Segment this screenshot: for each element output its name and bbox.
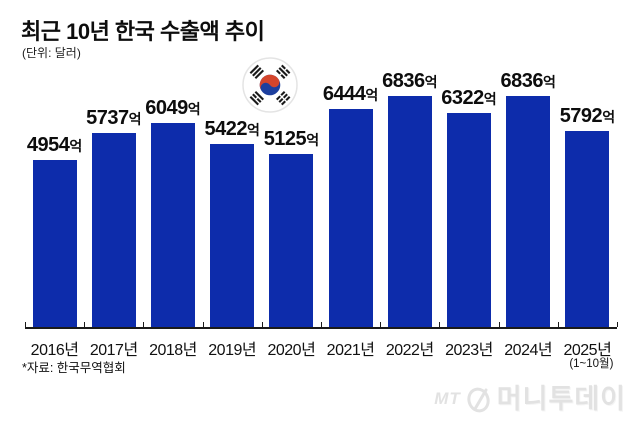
korea-flag-icon <box>242 57 298 113</box>
bar-value-label: 5792억 <box>559 105 616 127</box>
bar-value-label: 6322억 <box>441 87 497 109</box>
bar <box>32 160 77 327</box>
axis-tick <box>321 322 322 327</box>
moneytoday-logo-name: 머니투데이 <box>496 383 626 414</box>
source-note: *자료: 한국무역협회 <box>22 361 126 375</box>
bar-column: 6322억 <box>439 0 498 327</box>
bar-value-label: 4954억 <box>26 134 83 156</box>
bar-value-label: 5422억 <box>204 118 260 140</box>
axis-tick <box>203 322 204 327</box>
bar <box>210 144 255 327</box>
bar-column: 5792억 <box>558 0 617 327</box>
moneytoday-logo-mt: MT <box>434 389 461 408</box>
bar-column: 5125억 <box>262 0 321 327</box>
bar <box>387 96 432 327</box>
axis-tick <box>143 322 144 327</box>
bar-value-label: 5737억 <box>86 107 142 129</box>
bar <box>565 131 610 327</box>
bar <box>446 113 491 327</box>
bar-column: 5422억 <box>203 0 262 327</box>
bar-column: 4954억 <box>25 0 84 327</box>
x-axis-label: 2024년 <box>504 342 553 359</box>
trigrams <box>249 64 291 106</box>
bar-value-label: 6049억 <box>145 97 201 119</box>
chart-title: 최근 10년 한국 수출액 추이 <box>21 19 265 44</box>
bar <box>150 123 195 327</box>
axis-tick <box>617 322 618 327</box>
bar-column: 6049억 <box>143 0 202 327</box>
axis-tick <box>84 322 85 327</box>
x-axis-label: 2023년 <box>445 342 493 359</box>
bar <box>91 133 136 327</box>
x-axis-label: 2019년 <box>208 342 257 359</box>
x-axis-label: 2017년 <box>89 342 138 359</box>
moneytoday-logo: MT 머니투데이 <box>434 385 626 413</box>
axis-tick <box>25 322 26 327</box>
axis-tick <box>262 322 263 327</box>
x-axis-line <box>25 327 617 329</box>
x-axis-label: 2022년 <box>385 342 434 359</box>
bar-column: 6836억 <box>499 0 558 327</box>
bar <box>506 96 551 327</box>
bar-column: 6836억 <box>380 0 439 327</box>
x-axis-label: 2021년 <box>326 342 375 359</box>
taeguk-symbol <box>259 74 281 96</box>
bar <box>269 154 314 327</box>
bar-value-label: 6836억 <box>382 70 438 92</box>
x-axis-label: 2020년 <box>267 342 316 359</box>
bar-value-label: 5125억 <box>263 128 320 150</box>
bar-column: 5737억 <box>84 0 143 327</box>
bar-column: 6444억 <box>321 0 380 327</box>
moneytoday-logo-swirl-icon <box>467 387 490 413</box>
x-axis-label: 2025년 <box>563 342 612 359</box>
x-axis-label: 2016년 <box>30 342 79 359</box>
x-axis-label: 2018년 <box>149 342 197 359</box>
axis-tick <box>380 322 381 327</box>
x-axis-label-note: (1~10월) <box>569 358 614 370</box>
axis-tick <box>439 322 440 327</box>
bar-value-label: 6836억 <box>500 70 556 92</box>
bar <box>328 109 373 327</box>
axis-tick <box>499 322 500 327</box>
bar-value-label: 6444억 <box>322 83 379 105</box>
chart-unit-label: (단위: 달러) <box>22 46 81 60</box>
axis-tick <box>558 322 559 327</box>
